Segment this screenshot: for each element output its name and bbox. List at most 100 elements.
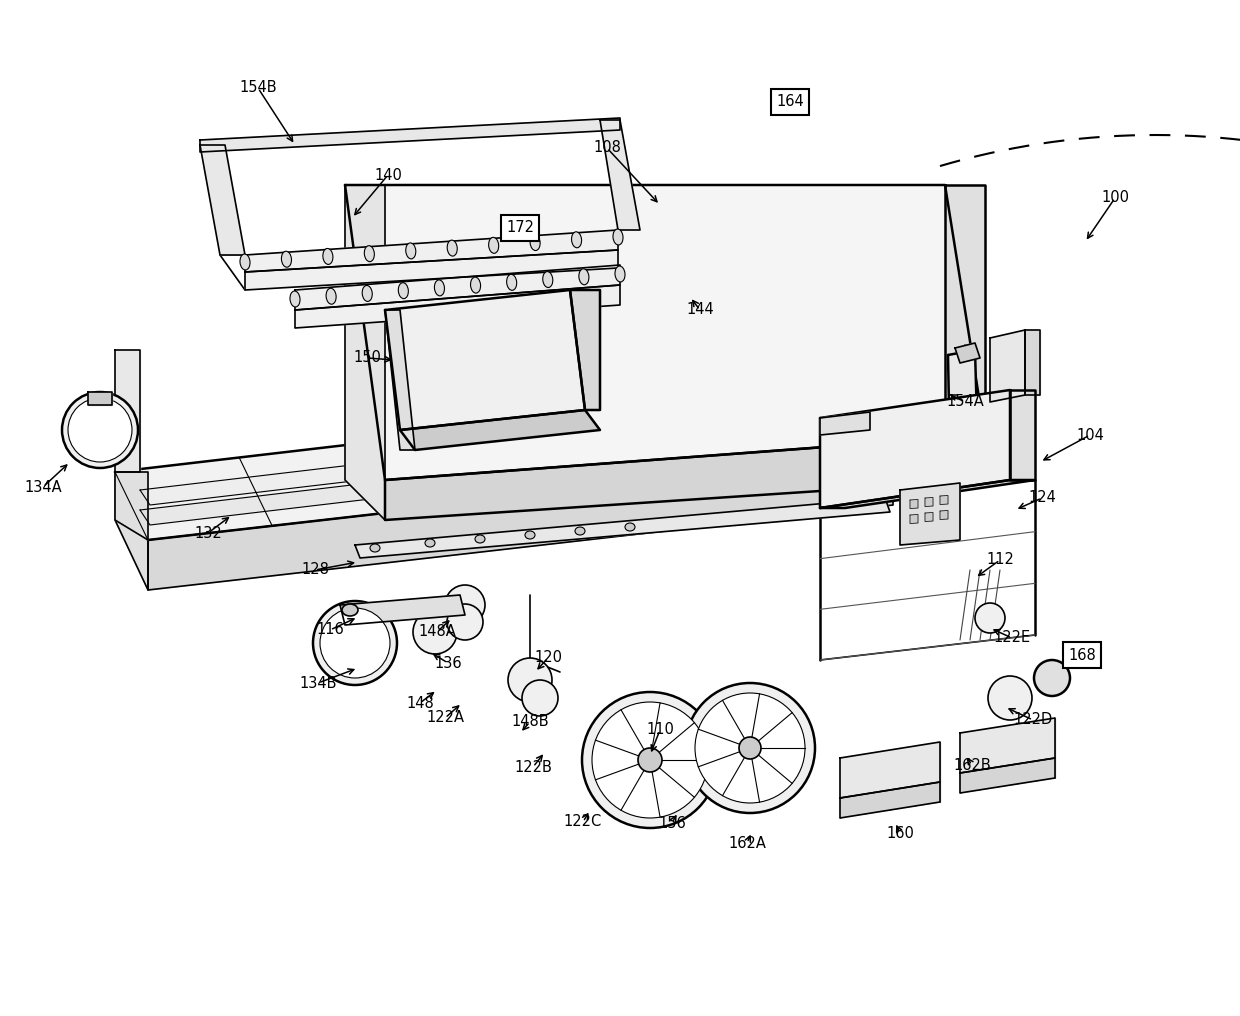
Ellipse shape [425, 539, 435, 547]
Ellipse shape [68, 398, 131, 462]
Ellipse shape [445, 585, 485, 625]
Text: 112: 112 [986, 553, 1014, 568]
Ellipse shape [326, 289, 336, 304]
Polygon shape [1011, 390, 1035, 480]
Ellipse shape [615, 266, 625, 282]
Ellipse shape [975, 604, 1004, 633]
Ellipse shape [582, 692, 718, 828]
Text: 134B: 134B [299, 676, 337, 691]
Polygon shape [600, 120, 640, 230]
Text: 120: 120 [534, 650, 562, 665]
Ellipse shape [62, 392, 138, 468]
Polygon shape [140, 405, 870, 505]
Ellipse shape [739, 737, 761, 759]
Text: 136: 136 [434, 655, 461, 671]
Text: 156: 156 [658, 816, 686, 830]
Text: 154A: 154A [946, 394, 983, 409]
Ellipse shape [398, 282, 408, 299]
Ellipse shape [579, 269, 589, 284]
Ellipse shape [281, 251, 291, 267]
Polygon shape [945, 185, 985, 435]
Ellipse shape [290, 291, 300, 307]
Polygon shape [200, 145, 246, 255]
Text: 148B: 148B [511, 714, 549, 729]
Polygon shape [401, 410, 600, 450]
Text: 164: 164 [776, 94, 804, 110]
Polygon shape [384, 435, 985, 520]
Polygon shape [949, 350, 978, 460]
Ellipse shape [507, 274, 517, 291]
Polygon shape [115, 472, 148, 590]
Text: 148A: 148A [418, 625, 456, 639]
Text: 116: 116 [316, 623, 343, 637]
Polygon shape [246, 250, 618, 290]
Text: 150: 150 [353, 351, 381, 366]
Polygon shape [295, 285, 620, 328]
Polygon shape [820, 412, 870, 435]
Polygon shape [990, 330, 1025, 402]
Ellipse shape [413, 610, 458, 654]
Ellipse shape [625, 523, 635, 531]
Ellipse shape [475, 535, 485, 543]
Ellipse shape [365, 246, 374, 262]
Polygon shape [384, 310, 415, 450]
Polygon shape [925, 512, 932, 521]
Polygon shape [148, 455, 893, 590]
Ellipse shape [320, 608, 391, 678]
Text: 148: 148 [407, 696, 434, 710]
Polygon shape [115, 385, 893, 539]
Ellipse shape [684, 683, 815, 813]
Ellipse shape [508, 658, 552, 702]
Polygon shape [340, 595, 465, 625]
Polygon shape [88, 392, 112, 405]
Polygon shape [940, 510, 949, 519]
Text: 162B: 162B [954, 758, 991, 772]
Text: 140: 140 [374, 168, 402, 183]
Polygon shape [140, 425, 870, 525]
Ellipse shape [434, 279, 444, 296]
Polygon shape [570, 290, 600, 410]
Text: 172: 172 [506, 220, 534, 236]
Ellipse shape [241, 254, 250, 270]
Text: 122D: 122D [1013, 712, 1053, 727]
Ellipse shape [446, 604, 484, 640]
Ellipse shape [322, 249, 332, 264]
Polygon shape [910, 514, 918, 523]
Polygon shape [345, 185, 985, 480]
Text: 124: 124 [1028, 491, 1056, 506]
Ellipse shape [370, 544, 379, 552]
Polygon shape [115, 472, 148, 539]
Text: 128: 128 [301, 563, 329, 577]
Polygon shape [115, 350, 140, 472]
Text: 122A: 122A [427, 710, 464, 725]
Text: 108: 108 [593, 140, 621, 155]
Polygon shape [295, 265, 620, 310]
Text: 122B: 122B [515, 760, 552, 774]
Text: 134A: 134A [25, 480, 62, 495]
Ellipse shape [694, 693, 805, 803]
Ellipse shape [639, 748, 662, 772]
Ellipse shape [575, 527, 585, 535]
Ellipse shape [362, 285, 372, 302]
Text: 154B: 154B [239, 80, 277, 96]
Ellipse shape [988, 676, 1032, 720]
Polygon shape [940, 496, 949, 505]
Polygon shape [910, 500, 918, 508]
Ellipse shape [543, 271, 553, 288]
Text: 110: 110 [646, 722, 673, 738]
Ellipse shape [572, 232, 582, 248]
Text: 104: 104 [1076, 428, 1104, 443]
Text: 160: 160 [887, 825, 914, 840]
Polygon shape [384, 290, 585, 430]
Text: 122C: 122C [564, 815, 603, 829]
Text: 100: 100 [1101, 191, 1128, 205]
Polygon shape [955, 343, 980, 363]
Ellipse shape [405, 243, 415, 259]
Polygon shape [1025, 330, 1040, 395]
Polygon shape [839, 782, 940, 818]
Ellipse shape [522, 680, 558, 716]
Polygon shape [900, 483, 960, 545]
Polygon shape [200, 118, 620, 152]
Ellipse shape [448, 240, 458, 256]
Ellipse shape [529, 235, 541, 251]
